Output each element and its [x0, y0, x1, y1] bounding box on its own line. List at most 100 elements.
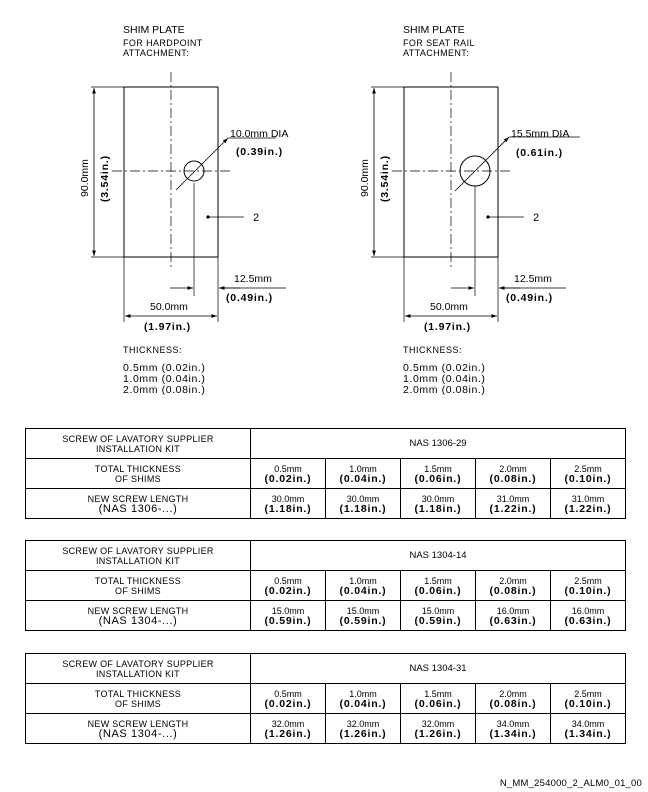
screw-length-cell: 15.0mm (0.59in.) — [400, 600, 476, 631]
length-label-cell: NEW SCREW LENGTH (NAS 1304-...) — [25, 600, 251, 631]
plate1-hole — [183, 160, 205, 182]
shim-thickness-cell: 2.0mm (0.08in.) — [475, 570, 551, 601]
plate1-width-in: (1.97in.) — [144, 321, 191, 333]
screw-length-cell: 34.0mm (1.34in.) — [475, 713, 551, 744]
shims-label-cell: TOTAL THICKNESS OF SHIMS — [25, 458, 251, 489]
shim-thickness-cell: 2.5mm (0.10in.) — [550, 570, 626, 601]
screw-length-cell: 16.0mm (0.63in.) — [475, 600, 551, 631]
table-row: SCREW OF LAVATORY SUPPLIER INSTALLATION … — [25, 428, 626, 459]
plate1-height-in: (3.54in.) — [99, 155, 111, 202]
screw-length-cell: 32.0mm (1.26in.) — [250, 713, 326, 744]
plate1-thickness-label: THICKNESS: — [123, 345, 183, 355]
plate2-height-mm: 90.0mm — [359, 159, 371, 197]
screw-value-cell: NAS 1306-29 — [250, 428, 626, 459]
length-label-line1: NEW SCREW LENGTH — [87, 605, 189, 616]
plate1-title: SHIM PLATE — [123, 24, 185, 36]
screw-length-cell: 32.0mm (1.26in.) — [325, 713, 401, 744]
plate2-edge-mm: 12.5mm — [514, 273, 552, 285]
screw-label-line2: INSTALLATION KIT — [96, 668, 180, 679]
shim-thickness-cell: 1.5mm (0.06in.) — [400, 570, 476, 601]
screw-label-line1: SCREW OF LAVATORY SUPPLIER — [62, 658, 214, 669]
shims-label-cell: TOTAL THICKNESS OF SHIMS — [25, 570, 251, 601]
plate2-thickness-item: 1.0mm (0.04in.) — [403, 373, 486, 385]
screw-length-cell: 30.0mm (1.18in.) — [400, 488, 476, 519]
length-label-line2: (NAS 1306-...) — [98, 502, 178, 515]
screw-length-cell: 30.0mm (1.18in.) — [325, 488, 401, 519]
shims-label-line2: OF SHIMS — [115, 698, 161, 709]
plate2-thickness-item: 0.5mm (0.02in.) — [403, 362, 486, 374]
plate1-drawing — [91, 72, 286, 322]
plate2-title: SHIM PLATE — [403, 24, 465, 36]
length-label-line2: (NAS 1304-...) — [98, 614, 178, 627]
shims-label-line1: TOTAL THICKNESS — [94, 575, 182, 586]
plate2-subtitle-line2: ATTACHMENT: — [403, 48, 470, 58]
screw-length-cell: 31.0mm (1.22in.) — [550, 488, 626, 519]
plate2-height-in: (3.54in.) — [379, 155, 391, 202]
screw-table-nas1306-29: SCREW OF LAVATORY SUPPLIER INSTALLATION … — [25, 428, 626, 519]
length-label-cell: NEW SCREW LENGTH (NAS 1306-...) — [25, 488, 251, 519]
shims-label-line2: OF SHIMS — [115, 473, 161, 484]
figure-reference-id: N_MM_254000_2_ALM0_01_00 — [499, 778, 642, 789]
screw-table-nas1304-14: SCREW OF LAVATORY SUPPLIER INSTALLATION … — [25, 540, 626, 631]
plate1-edge-in: (0.49in.) — [226, 292, 273, 304]
screw-label-line2: INSTALLATION KIT — [96, 443, 180, 454]
table-row: TOTAL THICKNESS OF SHIMS 0.5mm (0.02in.) … — [25, 570, 626, 601]
screw-label-cell: SCREW OF LAVATORY SUPPLIER INSTALLATION … — [25, 428, 251, 459]
table-row: NEW SCREW LENGTH (NAS 1304-...) 32.0mm (1… — [25, 713, 626, 744]
plate1-hole-dia-in: (0.39in.) — [236, 146, 283, 158]
shim-thickness-cell: 2.0mm (0.08in.) — [475, 458, 551, 489]
table-row: NEW SCREW LENGTH (NAS 1304-...) 15.0mm (0… — [25, 600, 626, 631]
screw-label-line2: INSTALLATION KIT — [96, 555, 180, 566]
shim-thickness-cell: 1.0mm (0.04in.) — [325, 570, 401, 601]
plate1-hole-dia-mm: 10.0mm DIA — [230, 128, 288, 140]
screw-value-cell: NAS 1304-14 — [250, 540, 626, 571]
screw-label-cell: SCREW OF LAVATORY SUPPLIER INSTALLATION … — [25, 540, 251, 571]
plate2-width-mm: 50.0mm — [430, 301, 468, 313]
screw-length-cell: 32.0mm (1.26in.) — [400, 713, 476, 744]
screw-label-cell: SCREW OF LAVATORY SUPPLIER INSTALLATION … — [25, 653, 251, 684]
screw-length-cell: 31.0mm (1.22in.) — [475, 488, 551, 519]
table-row: SCREW OF LAVATORY SUPPLIER INSTALLATION … — [25, 540, 626, 571]
table-row: TOTAL THICKNESS OF SHIMS 0.5mm (0.02in.) … — [25, 683, 626, 714]
shim-thickness-cell: 1.5mm (0.06in.) — [400, 458, 476, 489]
plate1-subtitle-line2: ATTACHMENT: — [123, 48, 190, 58]
plate1-height-mm: 90.0mm — [79, 159, 91, 197]
shim-thickness-cell: 1.0mm (0.04in.) — [325, 683, 401, 714]
plate1-item-ref: 2 — [253, 212, 259, 224]
shims-label-line1: TOTAL THICKNESS — [94, 463, 182, 474]
shim-thickness-cell: 2.5mm (0.10in.) — [550, 458, 626, 489]
plate1-thickness-item: 0.5mm (0.02in.) — [123, 362, 206, 374]
shim-thickness-cell: 2.0mm (0.08in.) — [475, 683, 551, 714]
shims-label-cell: TOTAL THICKNESS OF SHIMS — [25, 683, 251, 714]
table-row: NEW SCREW LENGTH (NAS 1306-...) 30.0mm (1… — [25, 488, 626, 519]
screw-length-cell: 30.0mm (1.18in.) — [250, 488, 326, 519]
length-label-cell: NEW SCREW LENGTH (NAS 1304-...) — [25, 713, 251, 744]
plate1-hole-leader — [175, 137, 229, 191]
table-row: SCREW OF LAVATORY SUPPLIER INSTALLATION … — [25, 653, 626, 684]
plate2-hole-dia-mm: 15.5mm DIA — [511, 128, 569, 140]
length-label-line1: NEW SCREW LENGTH — [87, 718, 189, 729]
length-label-line2: (NAS 1304-...) — [98, 727, 178, 740]
shim-thickness-cell: 2.5mm (0.10in.) — [550, 683, 626, 714]
length-label-line1: NEW SCREW LENGTH — [87, 493, 189, 504]
shim-thickness-cell: 1.0mm (0.04in.) — [325, 458, 401, 489]
screw-length-cell: 15.0mm (0.59in.) — [325, 600, 401, 631]
shims-label-line2: OF SHIMS — [115, 585, 161, 596]
screw-length-cell: 15.0mm (0.59in.) — [250, 600, 326, 631]
plate2-subtitle-line1: FOR SEAT RAIL — [403, 38, 475, 48]
plate1-edge-mm: 12.5mm — [234, 273, 272, 285]
plate1-subtitle-line1: FOR HARDPOINT — [123, 38, 203, 48]
plate2-thickness-label: THICKNESS: — [403, 345, 463, 355]
screw-value-cell: NAS 1304-31 — [250, 653, 626, 684]
shim-thickness-cell: 0.5mm (0.02in.) — [250, 570, 326, 601]
table-row: TOTAL THICKNESS OF SHIMS 0.5mm (0.02in.) … — [25, 458, 626, 489]
plate1-thickness-item: 2.0mm (0.08in.) — [123, 384, 206, 396]
plate2-thickness-item: 2.0mm (0.08in.) — [403, 384, 486, 396]
plate2-hole-dia-in: (0.61in.) — [516, 147, 563, 159]
screw-table-nas1304-31: SCREW OF LAVATORY SUPPLIER INSTALLATION … — [25, 653, 626, 744]
plate1-thickness-item: 1.0mm (0.04in.) — [123, 373, 206, 385]
screw-label-line1: SCREW OF LAVATORY SUPPLIER — [62, 545, 214, 556]
shims-label-line1: TOTAL THICKNESS — [94, 688, 182, 699]
shim-thickness-cell: 0.5mm (0.02in.) — [250, 458, 326, 489]
screw-label-line1: SCREW OF LAVATORY SUPPLIER — [62, 433, 214, 444]
